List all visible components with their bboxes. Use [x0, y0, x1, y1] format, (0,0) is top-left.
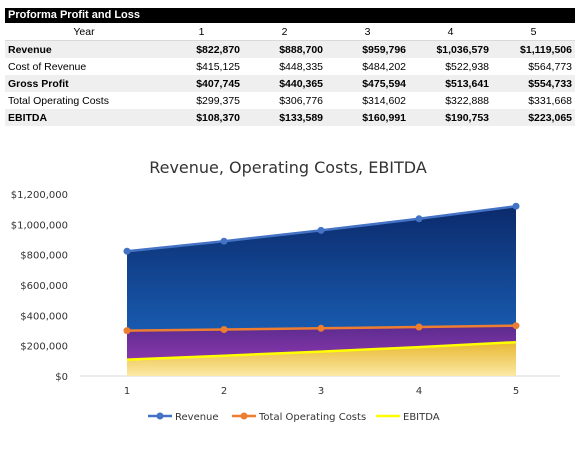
row-label: Gross Profit [5, 75, 160, 92]
table-cell: $1,036,579 [409, 40, 492, 58]
year-header-cell: 3 [326, 23, 409, 41]
pnl-table-container: Proforma Profit and Loss Year 1 2 3 4 5 Revenu… [5, 8, 575, 126]
y-tick-label: $1,200,000 [11, 190, 68, 201]
legend-marker [156, 412, 164, 420]
table-cell: $160,991 [326, 109, 409, 126]
row-label: Total Operating Costs [8, 94, 109, 107]
data-point [123, 247, 131, 255]
row-label: Revenue [5, 40, 160, 58]
data-point [415, 323, 423, 331]
data-point [317, 226, 325, 234]
x-tick-label: 5 [513, 386, 519, 397]
data-point [123, 327, 131, 335]
legend-item: EBITDA [376, 412, 440, 423]
table-cell: $314,602 [362, 94, 406, 107]
pnl-table: Year 1 2 3 4 5 Revenue $822,870 $888,700 $959,796… [5, 23, 575, 126]
row-label: Cost of Revenue [8, 60, 87, 73]
table-row: EBITDA $108,370 $133,589 $160,991 $190,753 $2… [5, 109, 575, 126]
table-cell: $407,745 [160, 75, 243, 92]
table-cell: $513,641 [409, 75, 492, 92]
table-cell: $223,065 [492, 109, 575, 126]
legend-label: EBITDA [403, 412, 440, 423]
chart-container: Revenue, Operating Costs, EBITDA $0 $200,… [0, 146, 580, 444]
table-cell: $108,370 [160, 109, 243, 126]
table-row: Total Operating Costs $299,375 $306,776 $31… [5, 92, 575, 109]
table-cell: $440,365 [243, 75, 326, 92]
table-cell: $133,589 [243, 109, 326, 126]
table-cell: $475,594 [326, 75, 409, 92]
table-cell: $888,700 [243, 40, 326, 58]
table-cell: $1,119,506 [492, 40, 575, 58]
area-chart: Revenue, Operating Costs, EBITDA $0 $200,… [11, 158, 560, 423]
y-tick-label: $600,000 [20, 281, 68, 292]
table-cell: $415,125 [196, 60, 240, 73]
legend-label: Total Operating Costs [258, 412, 366, 423]
table-cell: $822,870 [160, 40, 243, 58]
table-row: Gross Profit $407,745 $440,365 $475,594 $513… [5, 75, 575, 92]
table-row: Cost of Revenue $415,125 $448,335 $484,202 $… [5, 58, 575, 75]
y-tick-label: $400,000 [20, 311, 68, 322]
table-cell: $331,668 [528, 94, 572, 107]
series-line-ebitda [126, 340, 517, 361]
year-header-label: Year [5, 23, 160, 41]
data-point [415, 215, 423, 223]
table-cell: $322,888 [445, 94, 489, 107]
table-cell: $564,773 [528, 60, 572, 73]
x-tick-label: 3 [318, 386, 324, 397]
x-tick-label: 4 [416, 386, 422, 397]
data-point [220, 237, 228, 245]
table-cell: $306,776 [279, 94, 323, 107]
table-title: Proforma Profit and Loss [5, 8, 575, 23]
year-header-row: Year 1 2 3 4 5 [5, 23, 575, 41]
data-point [512, 202, 520, 210]
data-point [512, 322, 520, 330]
x-tick-label: 1 [124, 386, 130, 397]
table-cell: $299,375 [196, 94, 240, 107]
y-tick-label: $200,000 [20, 342, 68, 353]
table-cell: $554,733 [492, 75, 575, 92]
data-point [220, 326, 228, 333]
legend-item: Revenue [148, 412, 219, 423]
row-label: EBITDA [5, 109, 160, 126]
data-point [317, 324, 325, 332]
table-cell: $959,796 [326, 40, 409, 58]
y-tick-label: $0 [55, 372, 68, 383]
table-cell: $190,753 [409, 109, 492, 126]
table-row: Revenue $822,870 $888,700 $959,796 $1,036,57… [5, 40, 575, 58]
area-ebitda [127, 342, 516, 376]
legend-label: Revenue [175, 412, 219, 423]
table-cell: $484,202 [362, 60, 406, 73]
legend-marker [240, 412, 248, 420]
y-tick-label: $800,000 [20, 251, 68, 262]
x-tick-label: 2 [221, 386, 227, 397]
year-header-cell: 5 [492, 23, 575, 41]
table-cell: $522,938 [445, 60, 489, 73]
table-cell: $448,335 [279, 60, 323, 73]
legend-item: Total Operating Costs [232, 412, 366, 423]
year-header-cell: 1 [160, 23, 243, 41]
chart-title: Revenue, Operating Costs, EBITDA [149, 158, 427, 177]
year-header-cell: 2 [243, 23, 326, 41]
y-tick-label: $1,000,000 [11, 220, 68, 231]
year-header-cell: 4 [409, 23, 492, 41]
